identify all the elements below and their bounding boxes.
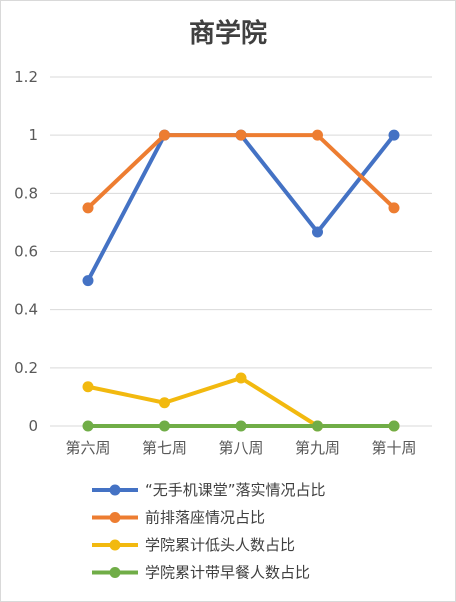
data-point xyxy=(388,202,400,214)
y-axis-tick-labels: 0 0.2 0.4 0.6 0.8 1 1.2 xyxy=(14,68,38,435)
data-point xyxy=(159,397,170,409)
x-tick-label: 第十周 xyxy=(371,439,416,457)
y-tick-label: 0.6 xyxy=(14,243,38,261)
data-point xyxy=(159,420,170,432)
data-point xyxy=(235,420,247,432)
data-point xyxy=(312,129,323,141)
data-point xyxy=(235,372,247,384)
data-point xyxy=(82,381,94,393)
y-tick-label: 0.2 xyxy=(14,359,38,377)
x-axis-tick-labels: 第六周 第七周 第八周 第九周 第十周 xyxy=(65,439,416,457)
data-point xyxy=(159,129,170,141)
legend-item: 学院累计低头人数占比 xyxy=(92,536,295,554)
legend-point-marker xyxy=(109,567,121,578)
legend-item: 前排落座情况占比 xyxy=(92,509,265,527)
y-tick-label: 1 xyxy=(28,126,38,144)
legend-item: 学院累计带早餐人数占比 xyxy=(92,564,310,582)
series-line-3 xyxy=(86,376,396,428)
y-tick-label: 0.4 xyxy=(14,301,38,319)
y-tick-label: 1.2 xyxy=(14,68,38,86)
series-points xyxy=(82,129,400,432)
chart-title: 商学院 xyxy=(189,18,267,49)
data-point xyxy=(82,275,94,287)
x-tick-label: 第六周 xyxy=(65,439,110,457)
legend-point-marker xyxy=(109,484,121,496)
legend-label: 学院累计带早餐人数占比 xyxy=(145,564,310,582)
legend-label: 前排落座情况占比 xyxy=(145,509,265,527)
data-point xyxy=(82,202,94,214)
x-tick-label: 第七周 xyxy=(142,439,187,457)
data-point xyxy=(312,420,323,432)
legend-label: 学院累计低头人数占比 xyxy=(145,536,295,554)
legend-item: “无手机课堂”落实情况占比 xyxy=(92,481,326,499)
data-point xyxy=(388,129,400,141)
data-point xyxy=(82,420,94,432)
legend-point-marker xyxy=(109,512,121,523)
series-line-1 xyxy=(86,133,396,283)
y-tick-label: 0 xyxy=(28,417,38,435)
data-point xyxy=(312,226,323,238)
x-tick-label: 第九周 xyxy=(295,439,340,457)
legend-label: “无手机课堂”落实情况占比 xyxy=(145,481,326,499)
x-tick-label: 第八周 xyxy=(218,439,263,457)
legend: “无手机课堂”落实情况占比前排落座情况占比学院累计低头人数占比学院累计带早餐人数… xyxy=(92,481,326,582)
data-point xyxy=(388,420,400,432)
y-tick-label: 0.8 xyxy=(14,184,38,202)
data-point xyxy=(235,129,247,141)
legend-point-marker xyxy=(109,539,121,551)
